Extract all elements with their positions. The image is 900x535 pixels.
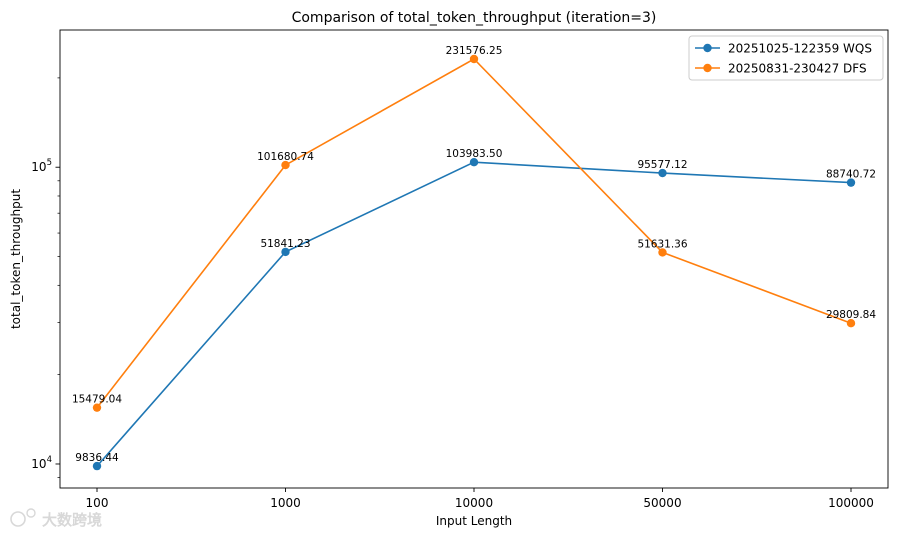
legend-marker	[703, 43, 712, 53]
x-tick-label: 100000	[828, 496, 874, 510]
series-1: 9836.44 51841.23 103983.50 95577.12 88740.72	[75, 148, 876, 471]
chart-title: Comparison of total_token_throughput (it…	[292, 10, 657, 26]
y-axis: 104 105	[31, 77, 60, 478]
data-point	[469, 157, 479, 167]
data-label: 15479.04	[72, 394, 122, 406]
data-point	[92, 403, 102, 412]
data-label: 95577.12	[637, 159, 687, 171]
data-point	[658, 168, 667, 178]
legend-label: 20251025-122359 WQS	[728, 42, 872, 56]
data-label: 29809.84	[826, 309, 876, 321]
data-point	[846, 178, 856, 187]
data-label: 103983.50	[446, 148, 503, 160]
data-point	[658, 248, 667, 257]
data-point	[92, 461, 102, 471]
data-label: 51631.36	[637, 238, 687, 250]
data-label: 51841.23	[260, 238, 310, 250]
series-2: 15479.04 101680.74 231576.25 51631.36 29809.…	[72, 45, 876, 412]
legend: 20251025-122359 WQS 20250831-230427 DFS	[688, 35, 884, 81]
x-tick-label: 50000	[643, 496, 681, 510]
y-tick-label: 105	[31, 158, 52, 174]
plot-area: 9836.44 51841.23 103983.50 95577.12 88740.72…	[72, 45, 876, 471]
data-label: 88740.72	[826, 169, 876, 181]
legend-marker	[703, 63, 712, 73]
data-label: 101680.74	[257, 151, 314, 163]
x-axis: 100 1000 10000 50000 100000	[86, 488, 874, 510]
x-tick-label: 100	[86, 496, 109, 510]
y-axis-label: total_token_throughput	[9, 189, 23, 329]
x-axis-label: Input Length	[436, 514, 512, 528]
x-tick-label: 1000	[270, 496, 301, 510]
data-label: 9836.44	[75, 452, 119, 464]
legend-label: 20250831-230427 DFS	[728, 62, 867, 76]
data-point	[846, 319, 856, 328]
x-tick-label: 10000	[455, 496, 493, 510]
y-tick-label: 104	[31, 455, 52, 471]
watermark-logo-icon	[10, 508, 36, 527]
watermark: 大数跨境	[10, 508, 102, 529]
legend-frame	[688, 35, 884, 81]
data-point	[281, 160, 290, 170]
watermark-text: 大数跨境	[42, 511, 102, 529]
data-label: 231576.25	[446, 45, 503, 57]
data-point	[281, 247, 290, 257]
data-point	[469, 54, 479, 64]
